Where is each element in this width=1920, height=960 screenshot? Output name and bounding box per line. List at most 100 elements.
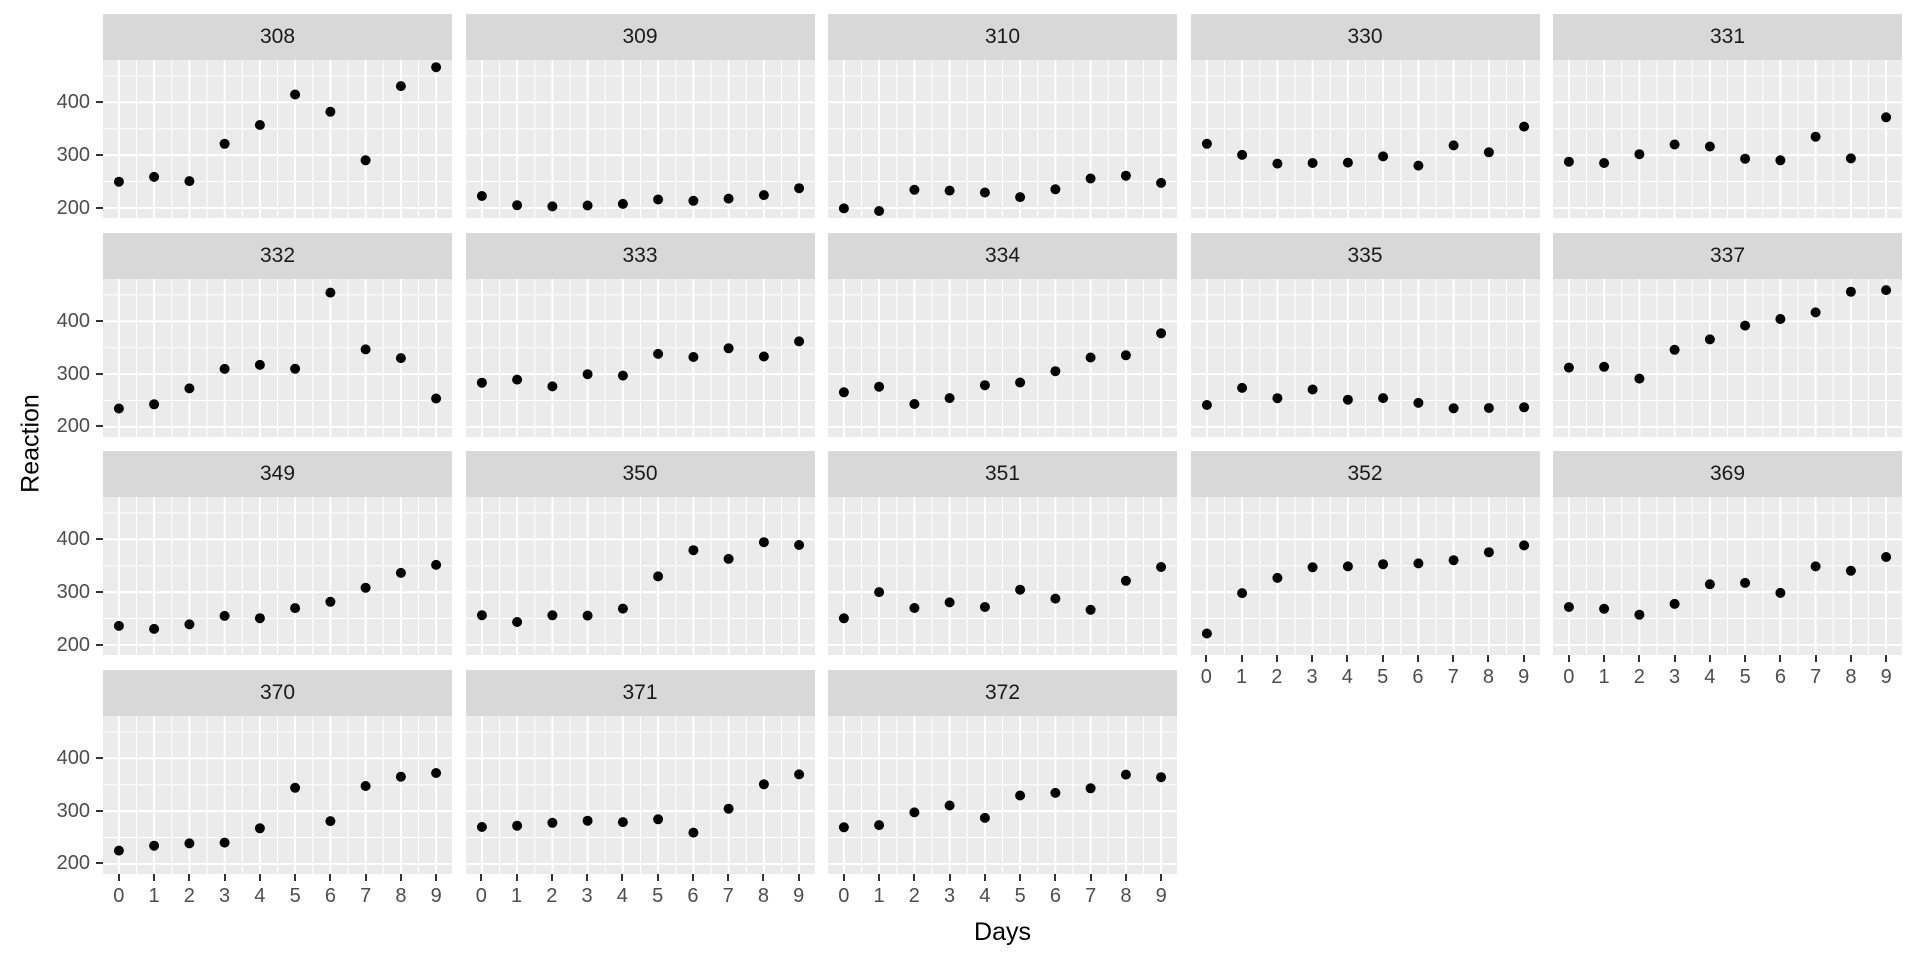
y-tick-mark bbox=[96, 643, 103, 646]
x-tick-mark bbox=[399, 873, 402, 881]
data-point bbox=[1845, 286, 1856, 297]
data-point bbox=[395, 567, 406, 578]
x-tick-mark bbox=[1160, 873, 1163, 881]
x-tick-mark bbox=[480, 873, 483, 881]
x-tick-mark bbox=[1849, 655, 1852, 662]
data-point bbox=[1307, 562, 1318, 573]
data-point bbox=[1307, 384, 1318, 394]
data-point bbox=[1881, 112, 1892, 123]
y-tick-mark bbox=[96, 154, 103, 157]
facet-panel bbox=[465, 278, 815, 437]
facet-panel bbox=[103, 497, 452, 655]
x-tick-label: 0 bbox=[1200, 666, 1212, 688]
x-tick-label: 9 bbox=[1155, 884, 1167, 907]
data-point bbox=[290, 89, 301, 100]
x-tick-label: 1 bbox=[1598, 666, 1610, 688]
data-point bbox=[431, 559, 442, 570]
x-tick-label: 5 bbox=[1014, 884, 1026, 907]
data-point bbox=[219, 610, 230, 621]
facet-panel bbox=[465, 60, 815, 218]
y-tick-mark bbox=[96, 206, 103, 209]
y-tick-label: 200 bbox=[56, 415, 90, 438]
facet-panel bbox=[103, 278, 452, 437]
facet-strip-label: 349 bbox=[259, 462, 296, 485]
x-tick-mark bbox=[762, 873, 765, 881]
data-point bbox=[758, 778, 769, 789]
data-point bbox=[652, 571, 663, 582]
x-tick-mark bbox=[1779, 655, 1782, 662]
data-point bbox=[1120, 349, 1131, 360]
data-point bbox=[1775, 313, 1786, 324]
data-point bbox=[874, 381, 885, 392]
data-point bbox=[617, 603, 628, 614]
data-point bbox=[1015, 790, 1026, 800]
y-tick-mark bbox=[96, 538, 103, 541]
facet-panel bbox=[465, 497, 815, 655]
data-point bbox=[1669, 139, 1680, 150]
facet-panel bbox=[1553, 278, 1902, 437]
x-tick-label: 6 bbox=[1774, 666, 1786, 688]
y-tick-mark bbox=[96, 591, 103, 594]
y-tick-label: 400 bbox=[56, 91, 90, 114]
data-point bbox=[582, 815, 593, 826]
x-tick-mark bbox=[878, 873, 881, 881]
x-tick-label: 9 bbox=[430, 884, 442, 907]
x-tick-label: 3 bbox=[219, 884, 231, 907]
data-point bbox=[838, 386, 849, 397]
x-tick-label: 3 bbox=[944, 884, 956, 907]
y-tick-mark bbox=[96, 372, 103, 375]
x-tick-mark bbox=[586, 873, 589, 881]
x-tick-mark bbox=[1346, 655, 1349, 662]
data-point bbox=[1740, 577, 1751, 588]
data-point bbox=[838, 613, 849, 624]
facet-strip: 371 bbox=[465, 669, 815, 716]
y-tick-label: 300 bbox=[56, 799, 90, 822]
x-tick-label: 2 bbox=[546, 884, 558, 907]
data-point bbox=[582, 200, 593, 211]
data-point bbox=[1704, 579, 1715, 590]
data-point bbox=[476, 610, 487, 621]
data-point bbox=[360, 582, 371, 593]
x-tick-label: 8 bbox=[1120, 884, 1132, 907]
data-point bbox=[1015, 192, 1026, 203]
data-point bbox=[1412, 397, 1423, 408]
facet-strip-label: 309 bbox=[622, 25, 658, 48]
facet-panel bbox=[103, 715, 452, 874]
data-point bbox=[1810, 131, 1821, 142]
data-point bbox=[944, 800, 955, 810]
data-point bbox=[1271, 392, 1282, 403]
x-tick-mark bbox=[1567, 655, 1570, 662]
facet-panel bbox=[828, 278, 1177, 437]
facet-strip-label: 335 bbox=[1347, 243, 1383, 267]
x-tick-mark bbox=[1019, 873, 1022, 881]
facet-strip-label: 371 bbox=[622, 680, 658, 704]
y-tick-mark bbox=[96, 756, 103, 759]
data-point bbox=[723, 342, 734, 353]
data-point bbox=[1201, 138, 1212, 149]
data-point bbox=[1634, 149, 1645, 160]
x-tick-label: 9 bbox=[1880, 666, 1892, 688]
data-point bbox=[1342, 157, 1353, 168]
facet-strip: 334 bbox=[828, 232, 1177, 279]
data-point bbox=[944, 392, 955, 403]
data-point bbox=[1412, 558, 1423, 569]
x-tick-mark bbox=[435, 873, 438, 881]
x-tick-mark bbox=[983, 873, 986, 881]
data-point bbox=[219, 363, 230, 374]
data-point bbox=[476, 191, 487, 201]
data-point bbox=[1050, 365, 1061, 376]
x-tick-label: 0 bbox=[1563, 666, 1575, 688]
data-point bbox=[793, 768, 804, 779]
x-tick-mark bbox=[1311, 655, 1314, 662]
data-point bbox=[1120, 575, 1131, 586]
x-tick-mark bbox=[258, 873, 261, 881]
data-point bbox=[1704, 333, 1715, 344]
data-point bbox=[290, 603, 301, 614]
data-point bbox=[113, 620, 124, 631]
data-point bbox=[1271, 158, 1282, 169]
data-point bbox=[1448, 555, 1459, 566]
x-tick-label: 0 bbox=[475, 884, 487, 907]
data-point bbox=[617, 816, 628, 827]
data-point bbox=[582, 368, 593, 379]
x-tick-mark bbox=[656, 873, 659, 881]
